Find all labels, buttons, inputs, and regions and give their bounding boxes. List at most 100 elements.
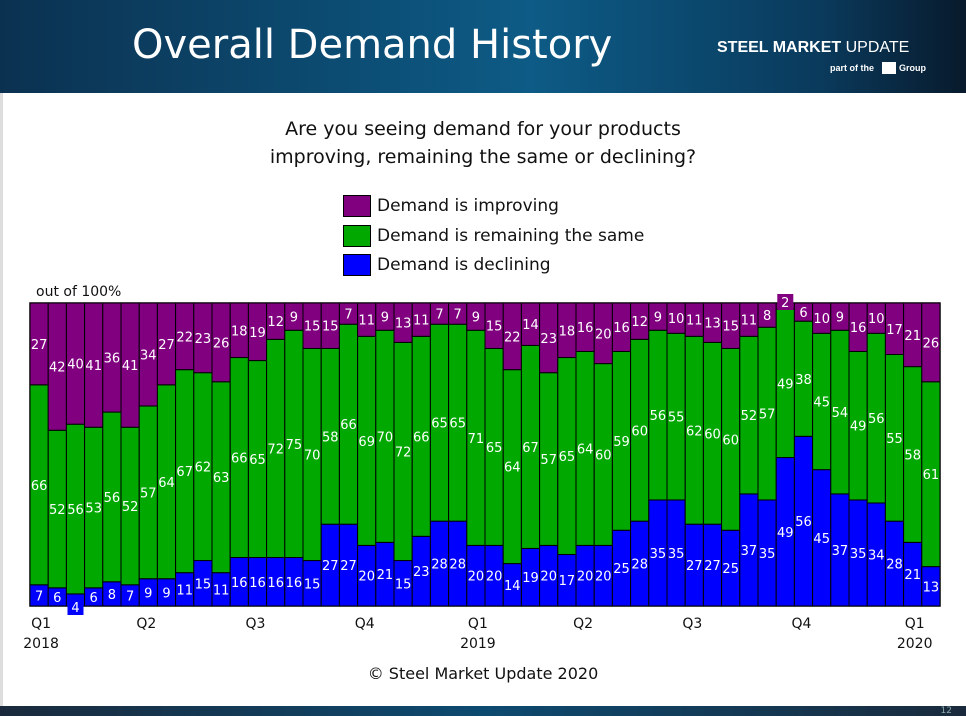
data-label-improving-33: 12	[631, 315, 648, 330]
data-label-same-3: 53	[85, 502, 102, 517]
quarter-label: Q2	[136, 616, 157, 632]
data-label-declining-26: 14	[504, 579, 521, 594]
legend-swatch-same	[343, 225, 371, 247]
data-label-declining-23: 28	[449, 558, 466, 573]
data-label-improving-12: 19	[249, 326, 266, 341]
data-label-improving-11: 18	[231, 324, 248, 339]
data-label-declining-14: 16	[286, 576, 303, 591]
data-label-declining-36: 27	[686, 559, 703, 574]
data-label-declining-13: 16	[267, 576, 284, 591]
data-label-same-11: 66	[231, 452, 248, 467]
data-label-declining-2: 4	[71, 601, 79, 616]
data-label-improving-32: 16	[613, 321, 630, 336]
quarter-label: Q1	[31, 616, 52, 632]
data-label-declining-8: 11	[176, 583, 193, 598]
chart-title: Are you seeing demand for your products …	[0, 115, 966, 171]
legend-label: Demand is improving	[377, 196, 559, 216]
data-label-declining-34: 35	[650, 547, 667, 562]
data-label-improving-31: 20	[595, 327, 612, 342]
data-label-declining-21: 23	[413, 565, 430, 580]
data-label-improving-28: 23	[540, 332, 557, 347]
data-label-same-46: 56	[868, 412, 885, 427]
data-label-same-14: 75	[286, 438, 303, 453]
data-label-same-12: 65	[249, 453, 266, 468]
data-label-declining-31: 20	[595, 570, 612, 585]
year-label: 2020	[896, 636, 933, 652]
data-label-same-32: 59	[613, 435, 630, 450]
data-label-declining-10: 11	[213, 583, 230, 598]
data-label-improving-5: 41	[122, 359, 139, 374]
data-label-improving-30: 16	[577, 321, 594, 336]
x-tick-label: Q4	[772, 614, 832, 634]
data-label-improving-46: 10	[868, 312, 885, 327]
data-label-same-31: 60	[595, 449, 612, 464]
footer-band	[0, 706, 966, 716]
data-label-declining-48: 21	[904, 568, 921, 583]
data-label-improving-34: 9	[654, 311, 662, 326]
legend-swatch-improving	[343, 195, 371, 217]
data-label-improving-22: 7	[435, 308, 443, 323]
data-label-same-13: 72	[267, 442, 284, 457]
data-label-declining-49: 13	[923, 580, 940, 595]
data-label-same-28: 57	[540, 453, 557, 468]
data-label-improving-4: 36	[104, 352, 121, 367]
data-label-declining-43: 45	[813, 532, 830, 547]
legend-improving: Demand is improving	[343, 194, 559, 218]
data-label-same-1: 52	[49, 503, 66, 518]
data-label-declining-12: 16	[249, 576, 266, 591]
data-label-same-24: 71	[468, 432, 485, 447]
data-label-declining-38: 25	[722, 562, 739, 577]
data-label-improving-35: 10	[668, 312, 685, 327]
y-axis-label: out of 100%	[36, 284, 122, 300]
data-label-improving-24: 9	[472, 311, 480, 326]
data-label-declining-7: 9	[162, 586, 170, 601]
data-label-improving-36: 11	[686, 314, 703, 329]
data-label-same-2: 56	[67, 503, 84, 518]
data-label-same-25: 65	[486, 441, 503, 456]
data-label-same-41: 49	[777, 377, 794, 392]
legend-label: Demand is declining	[377, 255, 551, 275]
data-label-same-23: 65	[449, 417, 466, 432]
x-tick-label: Q3	[662, 614, 722, 634]
data-label-improving-2: 40	[67, 358, 84, 373]
data-label-improving-37: 13	[704, 317, 721, 332]
data-label-same-7: 64	[158, 476, 175, 491]
legend-label: Demand is remaining the same	[377, 226, 645, 246]
data-label-same-18: 69	[358, 435, 375, 450]
data-label-improving-49: 26	[923, 336, 940, 351]
data-label-improving-44: 9	[836, 311, 844, 326]
data-label-improving-29: 18	[559, 324, 576, 339]
data-label-declining-15: 15	[304, 577, 321, 592]
data-label-improving-1: 42	[49, 361, 66, 376]
data-label-same-6: 57	[140, 486, 157, 501]
data-label-declining-4: 8	[108, 588, 116, 603]
legend-declining: Demand is declining	[343, 253, 551, 277]
data-label-same-22: 65	[431, 417, 448, 432]
data-label-improving-21: 11	[413, 314, 430, 329]
data-label-same-49: 61	[923, 468, 940, 483]
data-label-improving-3: 41	[85, 359, 102, 374]
data-label-improving-14: 9	[290, 311, 298, 326]
x-tick-label: Q4	[335, 614, 395, 634]
data-label-same-30: 64	[577, 442, 594, 457]
svg-text:Group: Group	[899, 63, 926, 73]
x-tick-label: Q2	[553, 614, 613, 634]
data-label-declining-42: 56	[795, 515, 812, 530]
data-label-improving-18: 11	[358, 314, 375, 329]
data-label-same-27: 67	[522, 441, 539, 456]
data-label-declining-16: 27	[322, 559, 339, 574]
data-label-declining-33: 28	[631, 558, 648, 573]
data-label-improving-45: 16	[850, 321, 867, 336]
data-label-improving-40: 8	[763, 309, 771, 324]
data-label-declining-19: 21	[377, 568, 394, 583]
chart-title-line-2: improving, remaining the same or declini…	[269, 146, 697, 168]
data-label-same-37: 60	[704, 427, 721, 442]
data-label-declining-24: 20	[468, 570, 485, 585]
year-label: 2018	[23, 636, 59, 652]
legend-same: Demand is remaining the same	[343, 224, 644, 248]
data-label-same-9: 62	[195, 461, 212, 476]
data-label-declining-5: 7	[126, 589, 134, 604]
page-number: 12	[940, 706, 952, 716]
quarter-label: Q3	[682, 616, 703, 632]
